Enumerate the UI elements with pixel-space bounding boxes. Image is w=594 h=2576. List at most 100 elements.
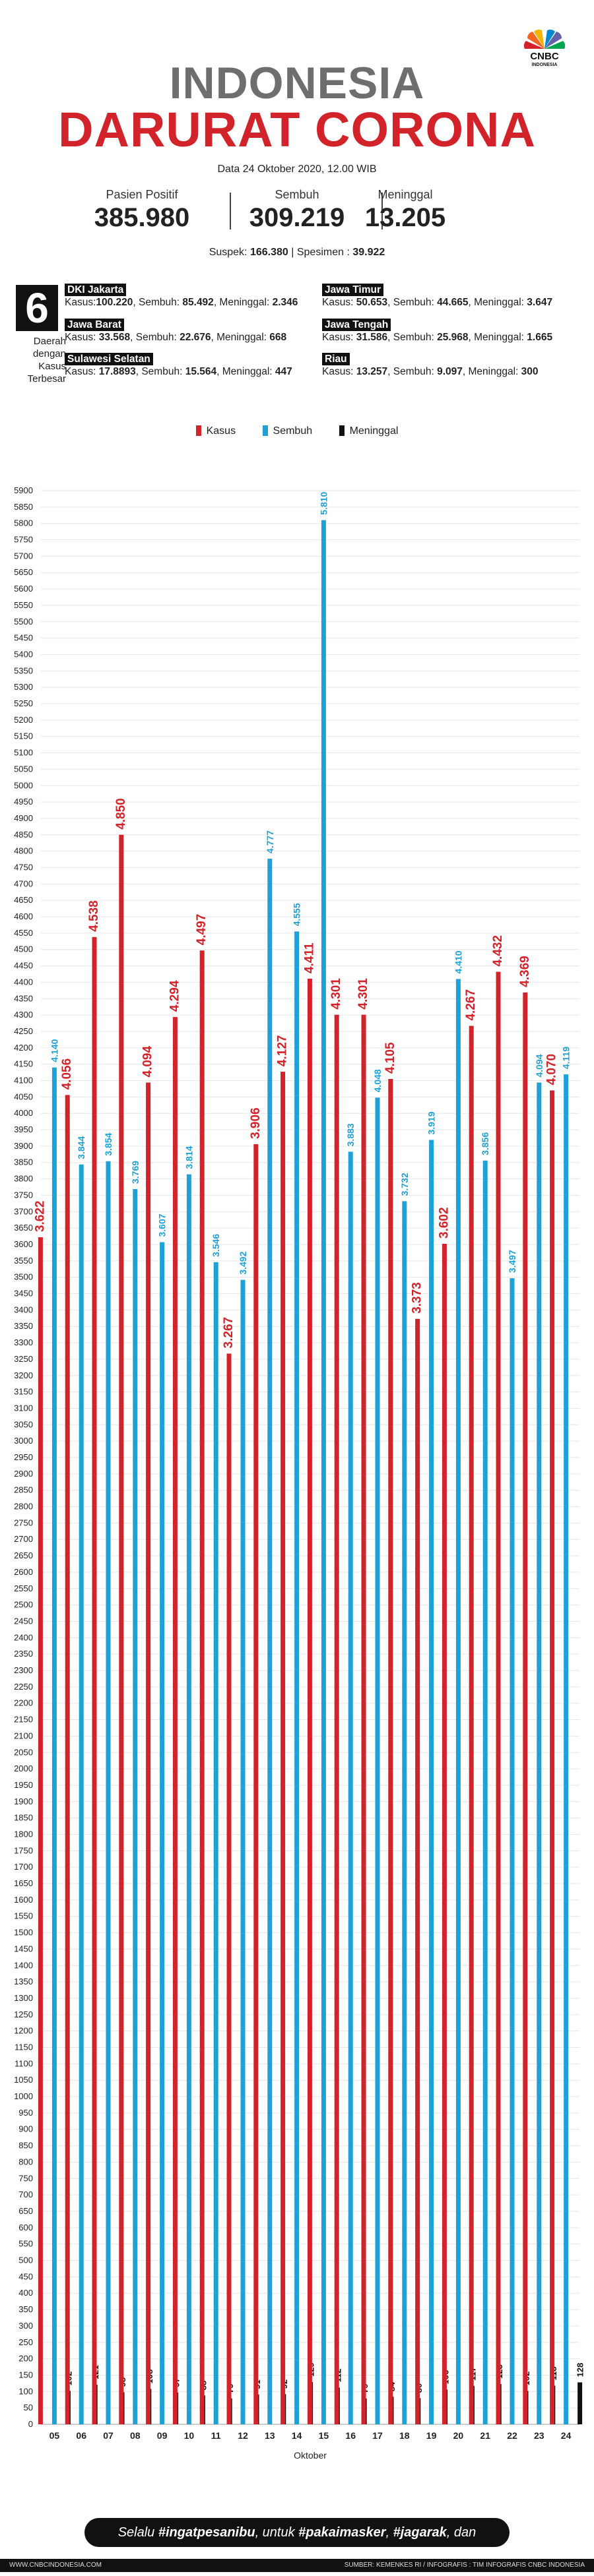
y-tick-label: 4400 [14, 977, 33, 987]
y-tick-label: 1250 [14, 2009, 33, 2019]
y-tick-label: 2500 [14, 1600, 33, 1610]
bar-sembuh [510, 1278, 515, 2424]
sembuh-label: , Sembuh: [387, 297, 434, 308]
x-tick-label: 22 [507, 2430, 517, 2441]
stat-value: 309.219 [249, 203, 345, 232]
bottom-bar: WWW.CNBCINDONESIA.COM SUMBER: KEMENKES R… [0, 2559, 594, 2572]
meninggal-value: 447 [275, 366, 292, 377]
bar-kasus [388, 1079, 393, 2424]
kasus-value: 13.257 [356, 366, 388, 377]
data-label-sembuh: 4.140 [49, 1039, 59, 1062]
y-tick-label: 1500 [14, 1928, 33, 1938]
data-label-sembuh: 3.607 [157, 1213, 168, 1237]
x-tick-label: 20 [453, 2430, 464, 2441]
region-dki-jakarta: DKI Jakarta Kasus:100.220, Sembuh: 85.49… [65, 284, 298, 309]
suspek-value: 166.380 [249, 247, 288, 258]
bar-sembuh [402, 1201, 407, 2424]
kasus-label: Kasus: [65, 297, 96, 308]
data-label-kasus: 3.906 [249, 1107, 263, 1139]
y-tick-label: 3550 [14, 1256, 33, 1266]
y-tick-label: 5500 [14, 617, 33, 627]
y-tick-label: 2150 [14, 1715, 33, 1725]
region-name: Riau [322, 353, 350, 365]
region-jawa-barat: Jawa Barat Kasus: 33.568, Sembuh: 22.676… [65, 319, 286, 344]
bar-sembuh [51, 1067, 57, 2425]
y-tick-label: 2000 [14, 1763, 33, 1773]
bar-sembuh [537, 1082, 542, 2424]
bar-sembuh [133, 1188, 138, 2424]
daerah-line: dengan [32, 348, 66, 359]
sembuh-label: , Sembuh: [387, 332, 434, 343]
y-tick-label: 300 [18, 2321, 33, 2331]
y-tick-label: 5200 [14, 715, 33, 725]
data-label-kasus: 4.497 [195, 914, 209, 946]
y-tick-label: 5400 [14, 649, 33, 659]
site-url: WWW.CNBCINDONESIA.COM [9, 2561, 102, 2569]
y-tick-label: 5250 [14, 698, 33, 708]
y-tick-label: 2100 [14, 1731, 33, 1740]
daerah-line: Terbesar [27, 373, 66, 384]
y-tick-label: 5700 [14, 551, 33, 561]
bar-kasus [523, 992, 528, 2424]
y-tick-label: 4000 [14, 1108, 33, 1118]
y-tick-label: 4350 [14, 993, 33, 1003]
bar-kasus [550, 1090, 555, 2424]
kasus-value: 50.653 [356, 297, 388, 308]
bar-kasus [280, 1072, 286, 2424]
y-tick-label: 800 [18, 2157, 33, 2166]
hashtag: #jagarak [393, 2525, 447, 2540]
bar-kasus [415, 1318, 420, 2424]
hashtag: #pakaimasker [298, 2525, 386, 2540]
data-label-sembuh: 3.856 [480, 1132, 490, 1155]
meninggal-label: , Meninggal: [211, 332, 267, 343]
x-tick-label: 21 [480, 2430, 490, 2441]
legend-swatch [262, 425, 268, 436]
divider [381, 193, 383, 230]
y-tick-label: 4900 [14, 813, 33, 823]
region-jawa-tengah: Jawa Tengah Kasus: 31.586, Sembuh: 25.96… [322, 319, 552, 344]
y-tick-label: 5100 [14, 748, 33, 758]
x-tick-label: 10 [184, 2430, 195, 2441]
y-tick-label: 5050 [14, 764, 33, 774]
meninggal-label: , Meninggal: [468, 297, 524, 308]
data-label-kasus: 4.301 [356, 978, 370, 1010]
data-label-kasus: 3.267 [222, 1317, 236, 1349]
stat-label: Pasien Positif [106, 188, 178, 201]
message-text: , dan [446, 2525, 477, 2540]
y-tick-label: 2400 [14, 1632, 33, 1642]
bar-sembuh [106, 1161, 111, 2424]
message-pill: Selalu #ingatpesanibu, untuk #pakaimaske… [84, 2518, 510, 2569]
y-tick-label: 250 [18, 2337, 33, 2347]
y-tick-label: 2050 [14, 1747, 33, 1757]
svg-text:INDONESIA: INDONESIA [532, 63, 558, 67]
footer-message: Selalu #ingatpesanibu, untuk #pakaimaske… [0, 2518, 594, 2569]
data-label-kasus: 3.622 [33, 1201, 47, 1233]
y-tick-label: 4100 [14, 1076, 33, 1086]
y-tick-label: 1600 [14, 1895, 33, 1905]
kasus-value: 33.568 [98, 332, 131, 343]
bar-sembuh [375, 1097, 380, 2424]
y-tick-label: 5150 [14, 731, 33, 741]
meninggal-value: 3.647 [527, 297, 553, 308]
y-tick-label: 2700 [14, 1534, 33, 1544]
data-label-kasus: 4.432 [491, 935, 505, 967]
y-tick-label: 400 [18, 2288, 33, 2298]
sembuh-value: 15.564 [185, 366, 217, 377]
y-tick-label: 1000 [14, 2091, 33, 2101]
suspek-label: Suspek: [209, 247, 248, 258]
y-tick-label: 2750 [14, 1518, 33, 1527]
y-tick-label: 50 [24, 2403, 33, 2412]
y-tick-label: 1300 [14, 1993, 33, 2003]
y-tick-label: 350 [18, 2304, 33, 2314]
data-label-sembuh: 4.094 [534, 1054, 544, 1077]
x-tick-label: 23 [534, 2430, 544, 2441]
source-credit: SUMBER: KEMENKES RI / INFOGRAFIS : TIM I… [344, 2561, 585, 2569]
y-tick-label: 2850 [14, 1485, 33, 1495]
y-tick-label: 5650 [14, 567, 33, 577]
y-tick-label: 3750 [14, 1190, 33, 1200]
y-tick-label: 2650 [14, 1550, 33, 1560]
sembuh-label: , Sembuh: [135, 366, 183, 377]
y-tick-label: 2300 [14, 1665, 33, 1675]
data-label-kasus: 4.294 [168, 980, 182, 1012]
data-label-sembuh: 4.410 [453, 950, 463, 973]
